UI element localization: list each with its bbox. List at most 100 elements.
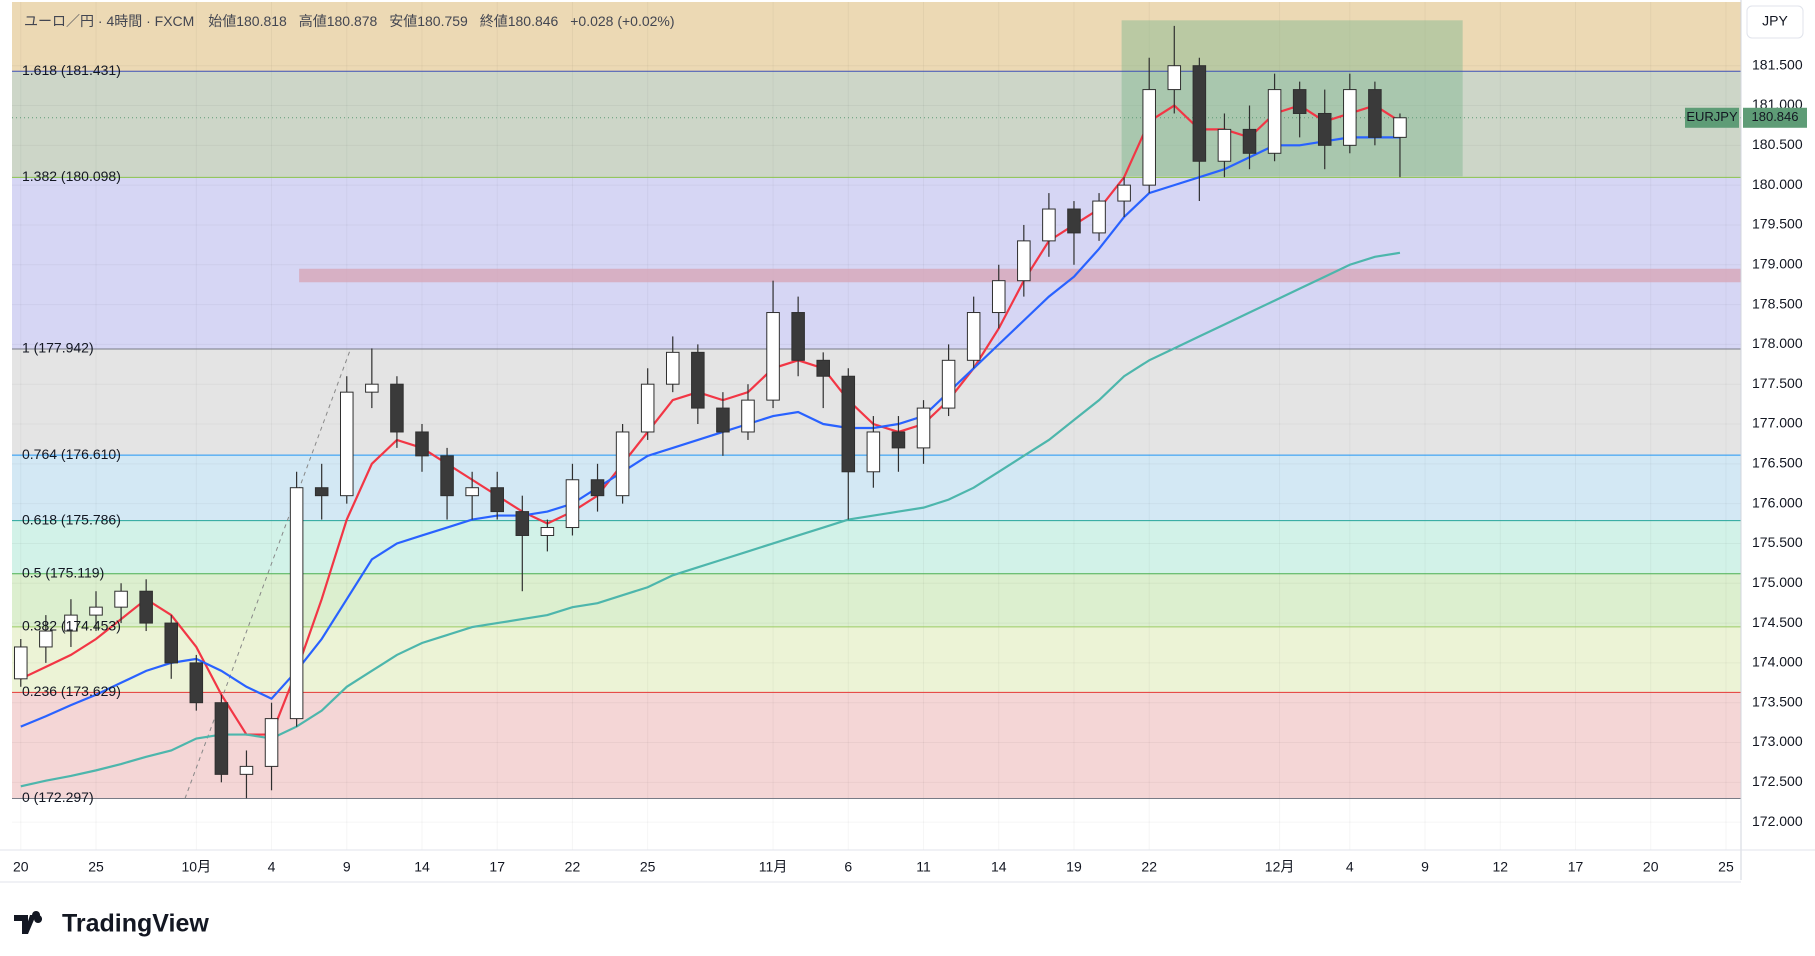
candle-body [941,359,956,409]
candle-body [314,487,329,497]
candle-body [415,431,429,457]
y-tick-label: 173.500 [1752,693,1803,709]
x-tick-label: 25 [640,859,656,875]
x-tick-label: 14 [991,859,1007,875]
y-tick-label: 181.500 [1752,56,1803,72]
candle-body [916,407,931,449]
header-close-label: 終値 [480,13,508,29]
header-low: 180.759 [417,13,468,29]
y-tick-label: 180.500 [1752,136,1803,152]
y-tick-label: 172.000 [1752,813,1803,829]
currency-button[interactable] [1746,5,1804,39]
y-tick-label: 178.500 [1752,295,1803,311]
candle-body [716,407,730,433]
logo-icon [14,911,41,934]
candle-body [14,646,28,680]
y-tick-label: 172.500 [1752,773,1803,789]
x-tick-label: 22 [565,859,581,875]
y-tick-label: 175.500 [1752,534,1803,550]
fib-label: 0.618 (175.786) [22,511,121,527]
candle-body [390,383,404,433]
candle-body [1067,208,1081,234]
fib-label: 0.236 (173.629) [22,683,121,699]
candle-body [164,622,179,664]
candle-body [966,312,981,361]
y-tick-label: 177.500 [1752,375,1803,391]
candle-body [791,312,805,361]
candle-body [365,383,379,393]
x-tick-label: 25 [88,859,104,875]
candle-body [640,383,655,433]
ma-line [20,136,1400,728]
currency[interactable]: JPY [1762,13,1788,29]
candle-body [89,606,103,616]
last-price-symbol-tag [1685,107,1739,128]
y-tick-label: 174.000 [1752,654,1803,670]
x-tick-label: 11月 [759,859,788,875]
candle-body [1368,89,1382,138]
y-tick-label: 179.000 [1752,255,1803,271]
candle-body [665,351,680,385]
candle-body [440,455,454,497]
y-tick-label: 180.000 [1752,176,1803,192]
y-tick-label: 173.000 [1752,733,1803,749]
x-tick-label: 17 [489,859,505,875]
fib-label: 1 (177.942) [22,340,94,356]
candle-body [1317,112,1332,146]
candle-body [866,431,881,473]
x-tick-label: 4 [1346,859,1354,875]
y-tick-label: 177.000 [1752,415,1803,431]
candle-body [590,479,605,497]
fib-fill [12,177,1741,350]
candle-body [465,487,479,497]
y-tick-label: 175.000 [1752,574,1803,590]
candle-body [741,399,755,433]
candle-body [891,431,906,449]
candle-body [1292,89,1307,114]
candle-body [565,479,580,529]
candle-body [64,614,78,632]
candle-body [1343,89,1357,146]
candle-body [1167,65,1182,91]
y-tick-label: 179.500 [1752,216,1803,232]
fib-label: 1.382 (180.098) [22,168,121,184]
candle-body [540,527,555,536]
logo-dot [34,915,43,923]
brand: TradingView [62,910,209,938]
candle-body [189,662,204,704]
x-tick-label: 17 [1568,859,1584,875]
last-price-label: 180.846 [1752,109,1799,124]
plot-layer [14,25,1407,799]
y-tick-label: 174.500 [1752,614,1803,630]
candle-body [339,391,354,497]
candle-body [39,630,53,648]
x-tick-label: 9 [1421,859,1429,875]
x-tick-label: 12月 [1265,859,1295,875]
x-tick-label: 25 [1718,859,1734,875]
candle-body [289,487,304,720]
candle-body [515,511,530,536]
brand-logo [14,911,43,934]
x-tick-label: 20 [13,859,29,875]
x-tick-label: 19 [1066,859,1082,875]
header-change: +0.028 (+0.02%) [570,13,674,29]
fib-label: 0.764 (176.610) [22,446,121,462]
candle-body [816,359,830,377]
candle-body [841,375,856,473]
candle-body [1142,89,1156,186]
x-tick-label: 4 [268,859,276,875]
candle-body [1017,240,1031,282]
header-high: 180.878 [327,13,378,29]
fib-label: 1.618 (181.431) [22,62,121,78]
y-tick-label: 176.500 [1752,455,1803,471]
candle-body [991,280,1006,314]
x-tick-label: 12 [1492,859,1508,875]
candle-body [1393,117,1407,138]
header-low-label: 安値 [389,13,417,29]
header-close: 180.846 [508,13,559,29]
x-tick-label: 14 [414,859,430,875]
fib-label: 0.382 (174.453) [22,618,121,634]
candle-body [615,431,630,497]
